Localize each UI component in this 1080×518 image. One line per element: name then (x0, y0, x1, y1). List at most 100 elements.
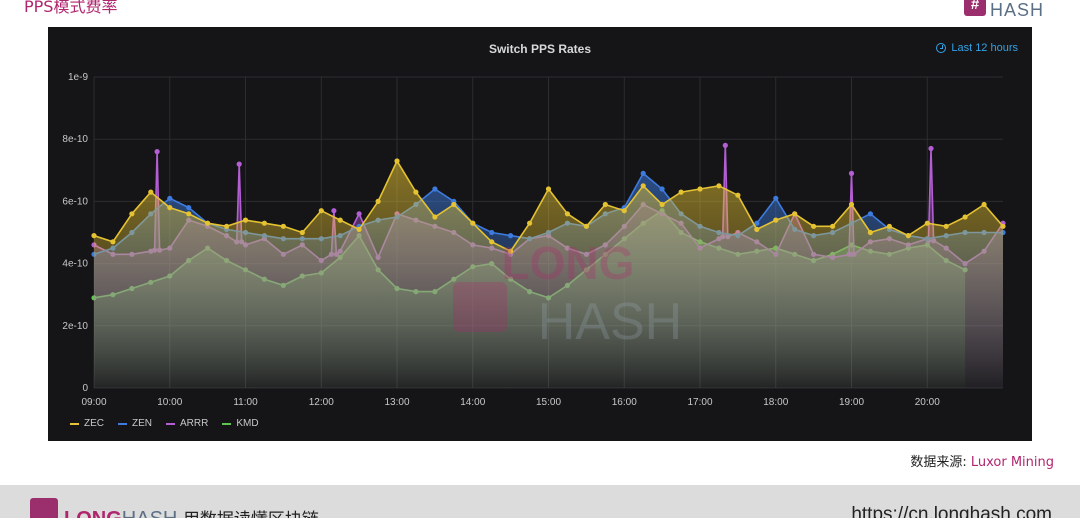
data-point (716, 183, 722, 189)
data-point (91, 233, 97, 239)
data-point (678, 189, 684, 195)
x-tick-label: 09:00 (81, 397, 106, 408)
footer-brand-long: LONG (64, 508, 122, 518)
data-point (331, 208, 337, 214)
chart-svg: 0 2e-10 4e-10 6e-10 8e-10 1e-9 09:00 10:00 11:00… (62, 72, 1006, 408)
data-point (848, 201, 855, 208)
data-point (659, 201, 665, 208)
legend-item-arrr[interactable]: ARRR (166, 418, 208, 429)
time-range-label: Last 12 hours (951, 42, 1018, 54)
data-point (205, 220, 211, 226)
x-tick-label: 18:00 (763, 397, 788, 408)
data-point (318, 208, 324, 214)
data-point (583, 223, 590, 229)
x-tick-label: 12:00 (309, 397, 334, 408)
y-tick-label: 4e-10 (62, 259, 88, 270)
data-point (527, 220, 533, 226)
data-point (356, 211, 362, 217)
data-point (489, 229, 495, 236)
x-tick-label: 15:00 (536, 397, 561, 408)
y-tick-label: 6e-10 (62, 196, 88, 207)
longhash-logo: # HASH (954, 0, 1054, 24)
data-point (299, 229, 305, 236)
y-tick-label: 8e-10 (62, 134, 88, 145)
data-point (754, 226, 760, 232)
y-tick-label: 0 (82, 383, 88, 394)
legend-item-zen[interactable]: ZEN (118, 418, 152, 429)
data-point (564, 211, 571, 217)
data-point (754, 220, 760, 226)
data-point (640, 183, 646, 189)
data-source: 数据来源: Luxor Mining (910, 451, 1054, 470)
data-point (811, 223, 817, 229)
footer-logo-icon (30, 498, 58, 518)
clock-icon (936, 43, 947, 53)
data-point (167, 195, 173, 201)
data-point (621, 208, 627, 214)
legend-swatch (222, 422, 232, 425)
data-point (242, 217, 249, 223)
data-point (508, 233, 514, 239)
watermark-hash-icon (453, 282, 507, 332)
data-point (602, 201, 608, 208)
data-point (451, 201, 457, 208)
data-point (413, 189, 419, 195)
legend-item-zec[interactable]: ZEC (70, 418, 104, 429)
legend-swatch (166, 422, 175, 425)
data-point (735, 192, 741, 198)
data-point (640, 170, 646, 176)
data-point (545, 186, 552, 192)
data-point (356, 226, 362, 232)
data-point (470, 220, 476, 226)
x-tick-label: 14:00 (460, 397, 485, 408)
data-point (848, 170, 855, 176)
legend-swatch (118, 422, 127, 425)
data-point (886, 223, 893, 229)
footer-brand-hash: HASH (122, 508, 178, 518)
x-tick-label: 16:00 (612, 397, 637, 408)
footer-url[interactable]: https://cn.longhash.com (851, 504, 1052, 518)
source-label: 数据来源: (910, 455, 971, 470)
panel-title[interactable]: Switch PPS Rates (488, 42, 592, 56)
data-point (148, 189, 154, 195)
data-point (375, 198, 381, 204)
data-point (962, 214, 968, 220)
data-point (943, 223, 949, 229)
data-point (773, 217, 779, 223)
time-range-picker[interactable]: Last 12 hours (936, 42, 1018, 54)
data-point (236, 161, 242, 167)
x-tick-label: 10:00 (157, 397, 182, 408)
source-link[interactable]: Luxor Mining (970, 455, 1054, 470)
data-point (261, 220, 267, 226)
data-point (981, 201, 987, 208)
legend-label: ARRR (180, 418, 209, 429)
data-point (508, 248, 514, 254)
data-point (905, 233, 911, 239)
data-point (186, 211, 192, 217)
area-zec (94, 161, 1003, 388)
data-point (659, 186, 665, 192)
legend-item-kmd[interactable]: KMD (222, 418, 259, 429)
data-point (792, 211, 798, 217)
y-tick-label: 2e-10 (62, 321, 88, 332)
data-point (867, 211, 874, 217)
data-point (722, 142, 728, 148)
data-point (867, 229, 874, 236)
legend-swatch (70, 422, 79, 425)
data-point (167, 205, 173, 211)
data-point (224, 223, 230, 229)
chart-panel: 0 2e-10 4e-10 6e-10 8e-10 1e-9 09:00 10:00 11:00… (48, 27, 1032, 441)
data-point (394, 158, 400, 164)
logo-text: HASH (990, 0, 1045, 20)
legend-label: ZEN (132, 418, 152, 429)
x-tick-label: 13:00 (384, 397, 409, 408)
data-point (432, 186, 438, 192)
data-point (432, 214, 438, 220)
data-point (110, 239, 116, 245)
y-tick-label: 1e-9 (68, 72, 88, 83)
watermark-hash: HASH (538, 293, 682, 351)
watermark-long: LONG (502, 237, 635, 289)
slide-title: PPS模式费率 (24, 0, 118, 16)
data-point (129, 211, 135, 217)
